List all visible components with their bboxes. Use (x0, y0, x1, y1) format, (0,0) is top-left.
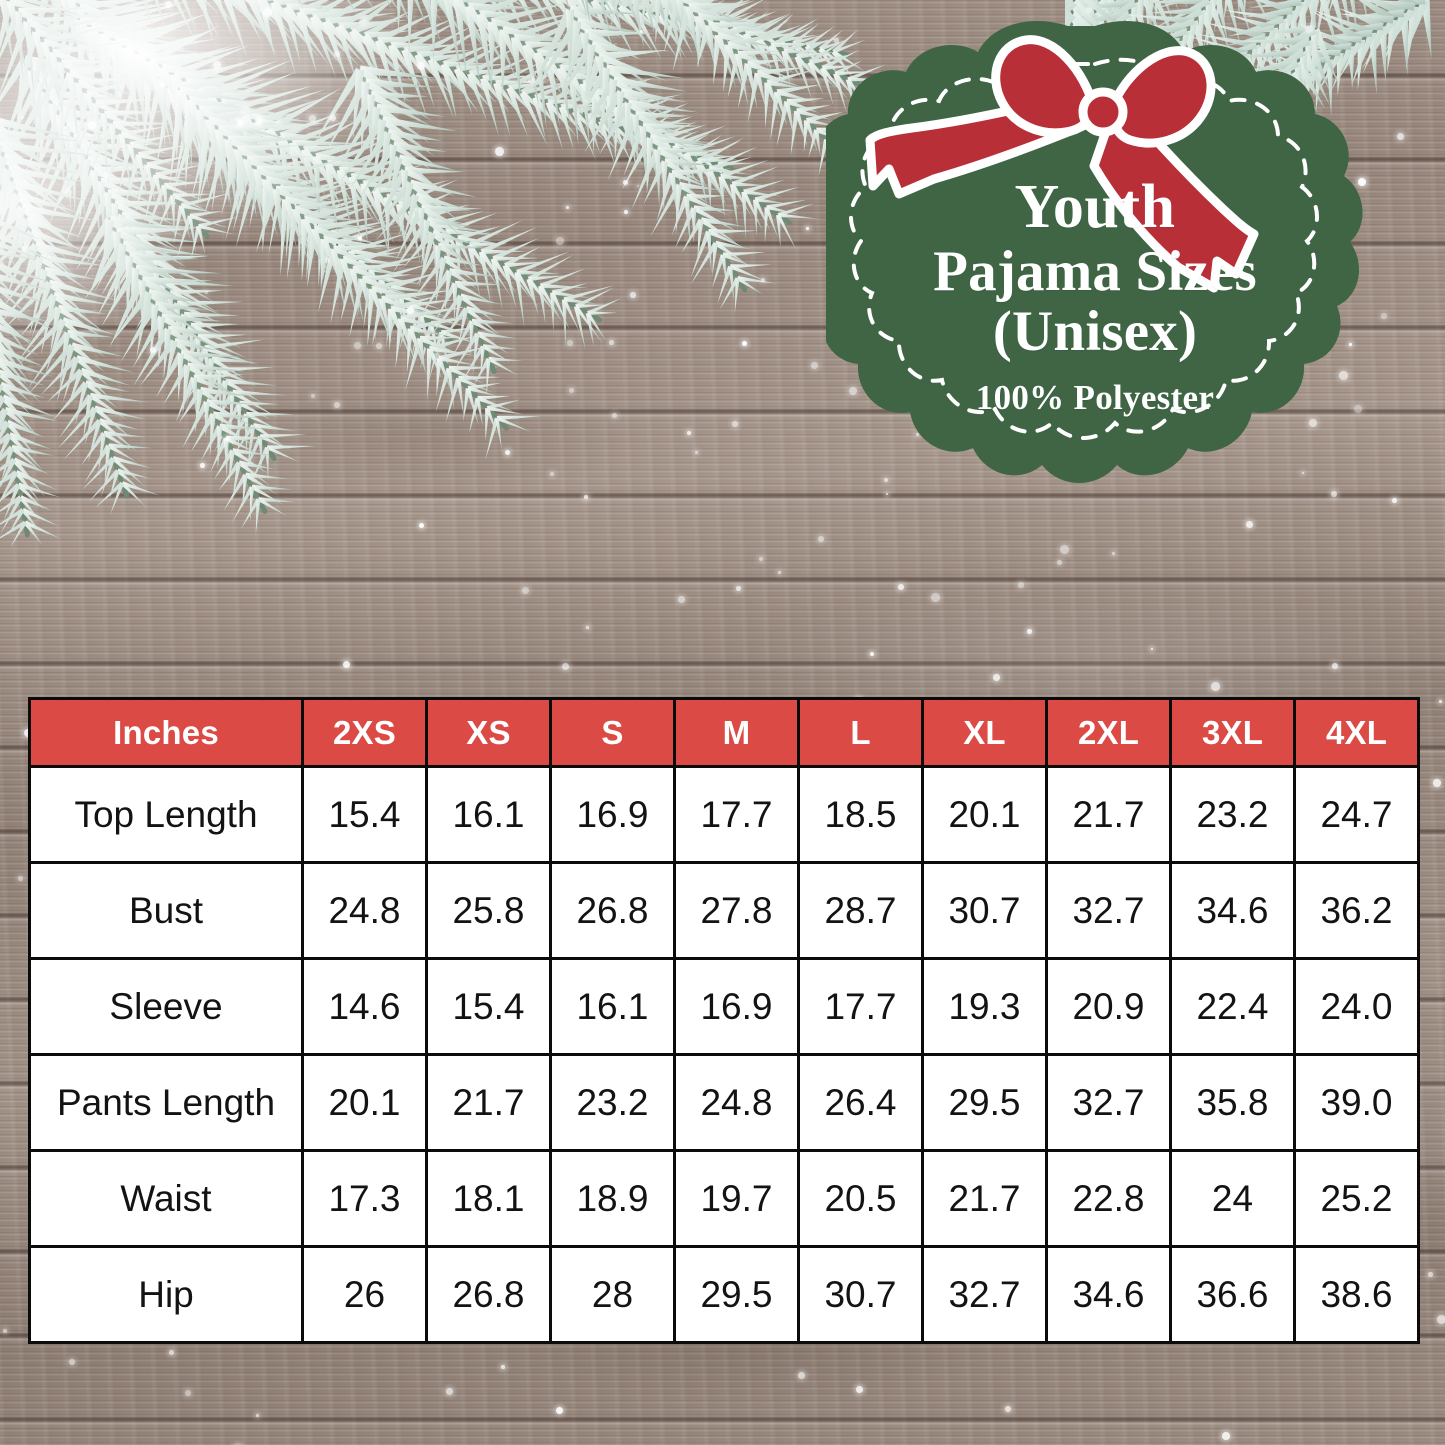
table-row: Pants Length 20.1 21.7 23.2 24.8 26.4 29.5 32.7… (28, 1053, 1420, 1152)
table-row-label: Bust (28, 861, 304, 960)
table-cell: 24.8 (673, 1053, 800, 1152)
table-cell: 16.1 (425, 765, 552, 864)
table-cell: 29.5 (673, 1245, 800, 1344)
table-cell: 24 (1169, 1149, 1296, 1248)
table-cell: 16.9 (549, 765, 676, 864)
table-row-label: Top Length (28, 765, 304, 864)
table-cell: 14.6 (301, 957, 428, 1056)
table-col-header-2xs: 2XS (301, 697, 428, 768)
table-cell: 20.1 (921, 765, 1048, 864)
table-header-row: Inches 2XS XS S M L XL 2XL 3XL 4XL (28, 697, 1420, 768)
table-cell: 28 (549, 1245, 676, 1344)
table-row-label: Sleeve (28, 957, 304, 1056)
table-cell: 25.2 (1293, 1149, 1420, 1248)
table-cell: 21.7 (425, 1053, 552, 1152)
table-row: Bust 24.8 25.8 26.8 27.8 28.7 30.7 32.7 34.6 36.2 (28, 861, 1420, 960)
table-cell: 35.8 (1169, 1053, 1296, 1152)
table-cell: 20.9 (1045, 957, 1172, 1056)
table-cell: 34.6 (1045, 1245, 1172, 1344)
table-row: Top Length 15.4 16.1 16.9 17.7 18.5 20.1 21.7 23… (28, 765, 1420, 864)
table-cell: 28.7 (797, 861, 924, 960)
table-cell: 19.7 (673, 1149, 800, 1248)
table-cell: 17.7 (673, 765, 800, 864)
table-cell: 20.5 (797, 1149, 924, 1248)
table-col-header-s: S (549, 697, 676, 768)
table-cell: 16.1 (549, 957, 676, 1056)
table-cell: 39.0 (1293, 1053, 1420, 1152)
table-cell: 16.9 (673, 957, 800, 1056)
table-row-label: Hip (28, 1245, 304, 1344)
table-cell: 24.8 (301, 861, 428, 960)
table-col-header-xs: XS (425, 697, 552, 768)
table-col-header-3xl: 3XL (1169, 697, 1296, 768)
table-cell: 29.5 (921, 1053, 1048, 1152)
table-row: Hip 26 26.8 28 29.5 30.7 32.7 34.6 36.6 38.6 (28, 1245, 1420, 1344)
table-cell: 18.9 (549, 1149, 676, 1248)
table-cell: 19.3 (921, 957, 1048, 1056)
table-cell: 23.2 (1169, 765, 1296, 864)
table-cell: 26.4 (797, 1053, 924, 1152)
table-cell: 30.7 (797, 1245, 924, 1344)
table-cell: 32.7 (1045, 1053, 1172, 1152)
table-corner-label: Inches (28, 697, 304, 768)
table-col-header-2xl: 2XL (1045, 697, 1172, 768)
table-row-label: Waist (28, 1149, 304, 1248)
table-cell: 24.7 (1293, 765, 1420, 864)
table-cell: 23.2 (549, 1053, 676, 1152)
badge-title-block: Youth Pajama Sizes (Unisex) 100% Polyest… (826, 176, 1364, 415)
table-cell: 27.8 (673, 861, 800, 960)
table-cell: 18.5 (797, 765, 924, 864)
badge-line-2: Pajama Sizes (933, 240, 1257, 303)
table-cell: 26.8 (549, 861, 676, 960)
badge-line-1: Youth (1014, 173, 1176, 241)
table-row: Sleeve 14.6 15.4 16.1 16.9 17.7 19.3 20.9 22.4 24… (28, 957, 1420, 1056)
table-cell: 24.0 (1293, 957, 1420, 1056)
table-cell: 32.7 (921, 1245, 1048, 1344)
table-col-header-xl: XL (921, 697, 1048, 768)
badge-shape (826, 21, 1363, 483)
ribbon-bow-icon (865, 35, 1259, 293)
table-cell: 36.2 (1293, 861, 1420, 960)
table-cell: 15.4 (425, 957, 552, 1056)
table-cell: 32.7 (1045, 861, 1172, 960)
size-chart-table: Inches 2XS XS S M L XL 2XL 3XL 4XL Top Length 15.… (28, 697, 1420, 1344)
title-badge: Youth Pajama Sizes (Unisex) 100% Polyest… (826, 8, 1364, 552)
table-cell: 15.4 (301, 765, 428, 864)
table-cell: 20.1 (301, 1053, 428, 1152)
table-cell: 17.7 (797, 957, 924, 1056)
table-cell: 22.8 (1045, 1149, 1172, 1248)
table-row-label: Pants Length (28, 1053, 304, 1152)
table-cell: 36.6 (1169, 1245, 1296, 1344)
table-cell: 21.7 (921, 1149, 1048, 1248)
badge-line-3: (Unisex) (992, 300, 1198, 363)
table-cell: 21.7 (1045, 765, 1172, 864)
table-cell: 34.6 (1169, 861, 1296, 960)
table-header: Inches 2XS XS S M L XL 2XL 3XL 4XL (28, 697, 1420, 768)
table-cell: 30.7 (921, 861, 1048, 960)
table-col-header-4xl: 4XL (1293, 697, 1420, 768)
badge-line-4: 100% Polyester (975, 378, 1215, 417)
table-cell: 18.1 (425, 1149, 552, 1248)
table-body: Top Length 15.4 16.1 16.9 17.7 18.5 20.1 21.7 23… (28, 765, 1420, 1344)
table-col-header-m: M (673, 697, 800, 768)
table-cell: 26.8 (425, 1245, 552, 1344)
table-cell: 17.3 (301, 1149, 428, 1248)
table-cell: 26 (301, 1245, 428, 1344)
table-row: Waist 17.3 18.1 18.9 19.7 20.5 21.7 22.8 24 25.2 (28, 1149, 1420, 1248)
table-cell: 25.8 (425, 861, 552, 960)
table-cell: 38.6 (1293, 1245, 1420, 1344)
table-col-header-l: L (797, 697, 924, 768)
table-cell: 22.4 (1169, 957, 1296, 1056)
